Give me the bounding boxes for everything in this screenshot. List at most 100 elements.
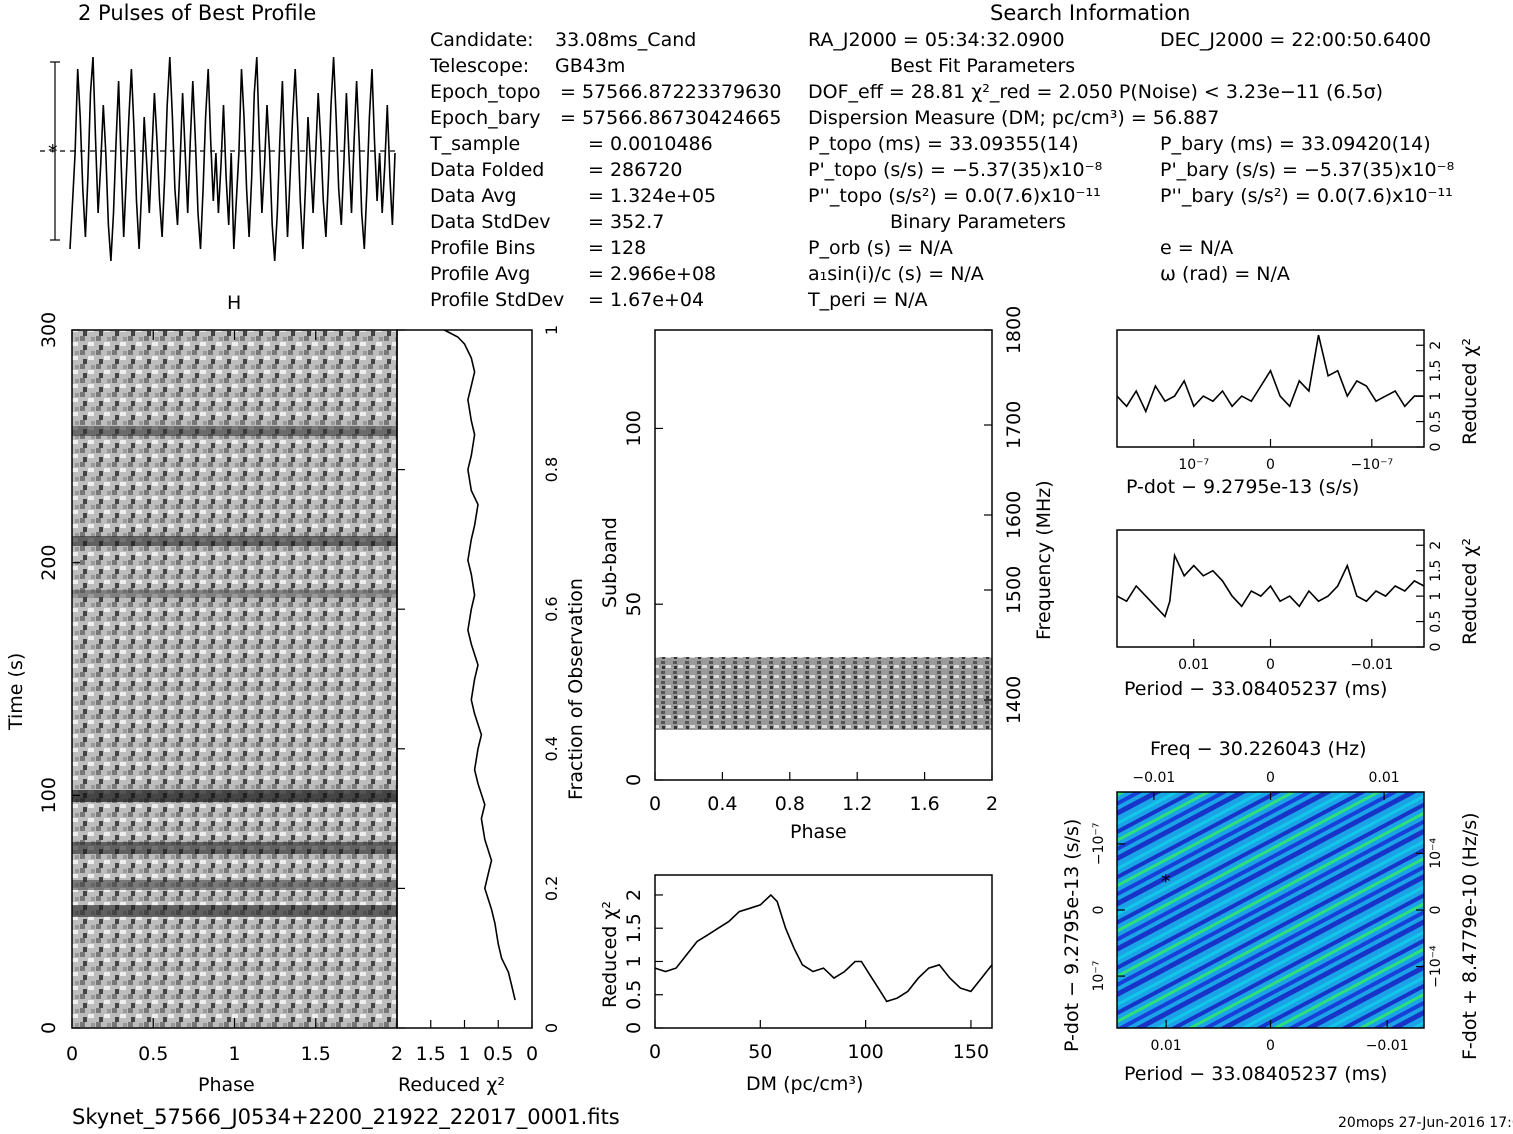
- time-chi-curve: [443, 329, 516, 1001]
- tick-label: 0.2: [542, 876, 561, 901]
- info-tsample-label: T_sample: [430, 133, 521, 155]
- tick-label: 0: [66, 1043, 78, 1065]
- tick-label: 0: [623, 774, 645, 786]
- tc-ylabel: Fraction of Observation: [565, 578, 587, 800]
- time-phase-plot: 0 0.5 1 1.5 0 100 200 300 H: [38, 292, 398, 1065]
- info-pdtopo: P'_topo (s/s) = −5.37(35)x10⁻⁸: [808, 159, 1103, 181]
- info-pddbary: P''_bary (s/s²) = 0.0(7.6)x10⁻¹¹: [1160, 185, 1453, 207]
- tick-label: 2: [623, 889, 645, 901]
- period-pdot-image: [1117, 792, 1424, 1028]
- info-dataavg-value: = 1.324e+05: [588, 185, 717, 207]
- tc-xlabel: Reduced χ²: [398, 1074, 505, 1096]
- tick-label: 1: [1428, 592, 1444, 601]
- pe-ylabel: Reduced χ²: [1459, 538, 1481, 645]
- tick-label: 0: [623, 1022, 645, 1034]
- sb-xlabel: Phase: [790, 821, 847, 843]
- tick-label: 50: [748, 1041, 772, 1063]
- tick-label: 0.5: [1428, 610, 1444, 632]
- footer-stamp: 20mops 27-Jun-2016 17:01: [1338, 1115, 1513, 1131]
- tick-label: −0.01: [1366, 1038, 1409, 1054]
- profile-title: 2 Pulses of Best Profile: [78, 1, 317, 25]
- tick-label: 1.5: [416, 1043, 446, 1065]
- info-dm: Dispersion Measure (DM; pc/cm³) = 56.887: [808, 107, 1220, 129]
- info-datafolded-value: = 286720: [588, 159, 683, 181]
- info-pdbary: P'_bary (s/s) = −5.37(35)x10⁻⁸: [1160, 159, 1455, 181]
- pdot-plot: 10⁻⁷ 0 −10⁻⁷ 0 0.5 1 1.5 2: [1116, 329, 1444, 473]
- dm-xlabel: DM (pc/cm³): [746, 1073, 863, 1095]
- info-epoch-topo-value: = 57566.87223379630: [560, 81, 782, 103]
- info-profstd-value: = 1.67e+04: [588, 289, 705, 311]
- tick-label: 0: [1091, 906, 1107, 915]
- tick-label: 2: [1428, 541, 1444, 550]
- info-profbins-label: Profile Bins: [430, 237, 536, 259]
- tick-label: 0.5: [1428, 410, 1444, 432]
- search-info-title: Search Information: [990, 1, 1191, 25]
- sb-ylabel: Sub-band: [599, 517, 621, 608]
- tick-label: 0: [38, 1022, 60, 1034]
- tick-label: 1800: [1003, 306, 1025, 354]
- tick-label: 50: [623, 592, 645, 616]
- tick-label: 1.5: [1428, 360, 1444, 382]
- info-tperi: T_peri = N/A: [808, 289, 928, 311]
- tick-label: 1: [1428, 392, 1444, 401]
- tick-label: 0: [649, 793, 661, 815]
- pp-ylabel: P-dot − 9.2795e-13 (s/s): [1061, 819, 1083, 1052]
- subband-image: [655, 657, 992, 730]
- tick-label: 0: [1428, 643, 1444, 652]
- tick-label: 100: [38, 777, 60, 813]
- info-dec: DEC_J2000 = 22:00:50.6400: [1160, 29, 1432, 51]
- svg-text:*: *: [48, 141, 58, 163]
- info-pddtopo: P''_topo (s/s²) = 0.0(7.6)x10⁻¹¹: [808, 185, 1101, 207]
- pe-xlabel: Period − 33.08405237 (ms): [1124, 678, 1387, 700]
- tick-label: −10⁻⁷: [1351, 457, 1394, 473]
- info-dof: DOF_eff = 28.81 χ²_red = 2.050 P(Noise) …: [808, 81, 1384, 103]
- tick-label: 1400: [1003, 676, 1025, 724]
- tick-label: −0.01: [1132, 770, 1175, 786]
- info-ptopo: P_topo (ms) = 33.09355(14): [808, 133, 1079, 155]
- info-profstd-label: Profile StdDev: [430, 289, 565, 311]
- tick-label: 1.6: [909, 793, 939, 815]
- tick-label: 2: [986, 793, 998, 815]
- phase-marker: H: [227, 292, 241, 314]
- info-telescope-value: GB43m: [555, 55, 626, 77]
- pp-xlabel: Period − 33.08405237 (ms): [1124, 1063, 1387, 1085]
- subband-plot: 0 0.4 0.8 1.2 1.6 2 0 50 100 1400 1500 1600 1700 18…: [623, 306, 1025, 815]
- tick-label: 0: [1428, 906, 1444, 915]
- tp-xlabel: Phase: [198, 1074, 255, 1096]
- tick-label: 0: [1266, 457, 1275, 473]
- tick-label: −10⁻⁴: [1428, 945, 1444, 988]
- pp-y2label: F-dot + 8.4779e-10 (Hz/s): [1459, 812, 1481, 1060]
- dm-ylabel: Reduced χ²: [599, 901, 621, 1008]
- tick-label: 1700: [1003, 401, 1025, 449]
- tick-label: 2: [391, 1043, 403, 1065]
- tick-label: 1500: [1003, 566, 1025, 614]
- info-tsample-value: = 0.0010486: [588, 133, 713, 155]
- tick-label: 0.01: [1369, 770, 1400, 786]
- tick-label: 10⁻⁴: [1428, 838, 1444, 869]
- time-chi-plot: 2 1.5 1 0.5 0 0 0.2 0.4 0.6 0.8 1: [391, 325, 561, 1065]
- tick-label: 1: [623, 955, 645, 967]
- profile-curve: [69, 56, 396, 262]
- tick-label: 10⁻⁷: [1091, 961, 1107, 992]
- tick-label: 100: [847, 1041, 883, 1063]
- info-epoch-bary-label: Epoch_bary: [430, 107, 541, 129]
- binary-title: Binary Parameters: [890, 211, 1066, 233]
- info-telescope-label: Telescope:: [430, 55, 530, 77]
- tick-label: 0.01: [1178, 657, 1209, 673]
- dm-plot: 0 50 100 150 0 0.5 1 1.5 2: [623, 874, 993, 1063]
- tick-label: 0.4: [542, 736, 561, 761]
- tick-label: 0: [1266, 770, 1275, 786]
- info-epoch-topo-label: Epoch_topo: [430, 81, 541, 103]
- tick-label: 0.5: [623, 980, 645, 1010]
- tick-label: 0.01: [1151, 1038, 1182, 1054]
- tick-label: 10⁻⁷: [1178, 457, 1209, 473]
- info-datastd-label: Data StdDev: [430, 211, 551, 233]
- info-asini: a₁sin(i)/c (s) = N/A: [808, 263, 984, 285]
- info-candidate-value: 33.08ms_Cand: [555, 29, 697, 51]
- tick-label: 0: [542, 1023, 561, 1033]
- tick-label: 1.5: [623, 913, 645, 943]
- tick-label: 0.5: [483, 1043, 513, 1065]
- info-candidate-label: Candidate:: [430, 29, 534, 51]
- info-ra: RA_J2000 = 05:34:32.0900: [808, 29, 1065, 51]
- info-porb: P_orb (s) = N/A: [808, 237, 953, 259]
